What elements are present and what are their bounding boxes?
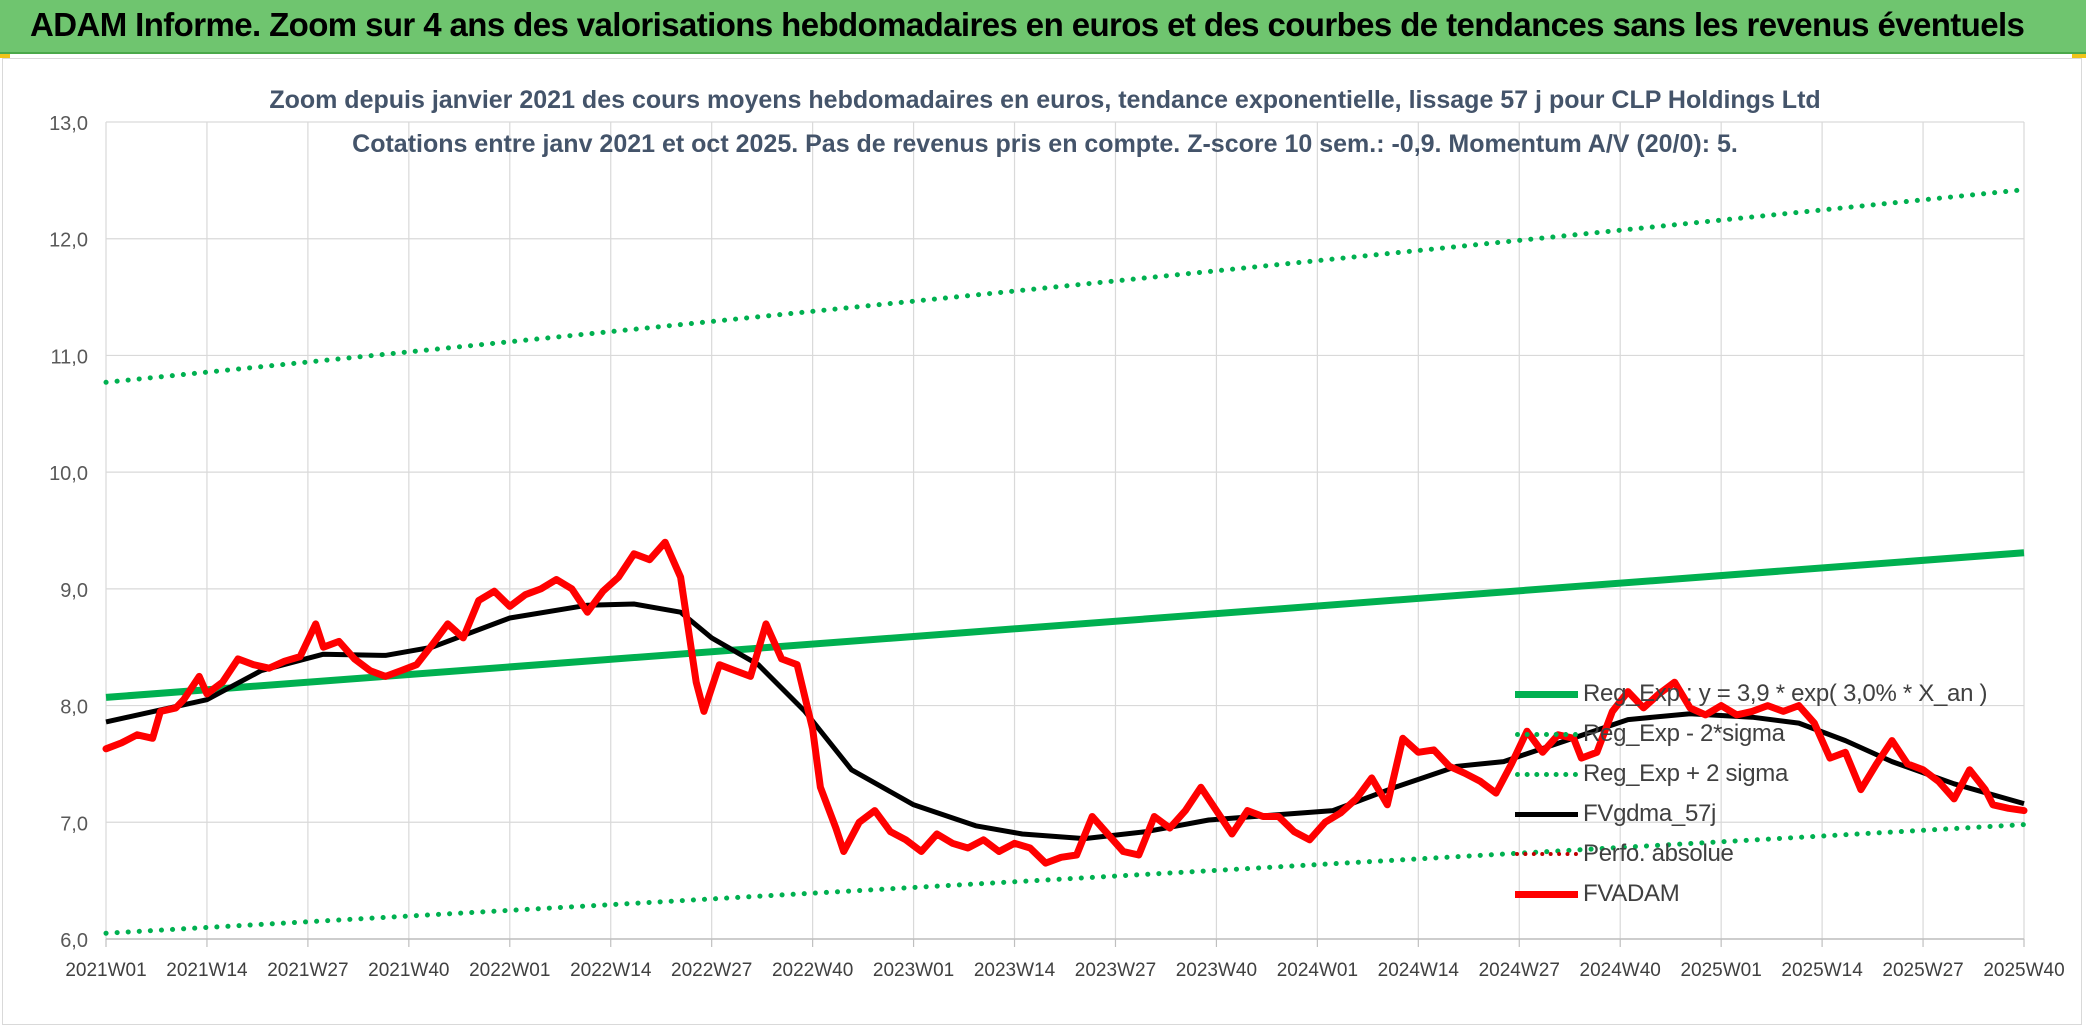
legend-item-perfo: Perfo. absolue (1515, 836, 2035, 876)
legend-item-reg-exp: Reg_Exp : y = 3,9 * exp( 3,0% * X_an ) (1515, 676, 2035, 716)
y-tick-label: 12,0 (49, 230, 88, 252)
y-tick-label: 7,0 (60, 813, 88, 835)
chart-grid (105, 121, 2025, 940)
legend-swatch-reg-exp-plus (1515, 772, 1578, 777)
x-tick-label: 2025W14 (1781, 960, 1863, 981)
y-tick-label: 6,0 (60, 930, 88, 952)
x-tick-label: 2023W27 (1075, 960, 1156, 981)
x-tick-label: 2024W27 (1479, 960, 1560, 981)
x-tick-label: 2024W01 (1277, 960, 1358, 981)
series-line-red (102, 538, 2028, 867)
legend-item-reg-exp-plus: Reg_Exp + 2 sigma (1515, 756, 2035, 796)
x-tick-label: 2021W14 (166, 960, 248, 981)
legend-swatch-reg-exp-minus (1515, 732, 1578, 737)
legend-swatch-fvadam (1515, 891, 1578, 898)
chart-subtitle: Cotations entre janv 2021 et oct 2025. P… (352, 130, 1738, 158)
x-tick-label: 2022W27 (671, 960, 752, 981)
series-line-solid-green (105, 549, 2025, 701)
legend-swatch-perfo (1515, 852, 1578, 856)
x-tick-label: 2023W14 (974, 960, 1056, 981)
x-tick-label: 2023W40 (1176, 960, 1257, 981)
legend-label-reg-exp-plus: Reg_Exp + 2 sigma (1583, 760, 1789, 787)
x-tick-label: 2025W27 (1882, 960, 1963, 981)
series-line-dotted-green (103, 822, 2027, 936)
banner-accent-left (0, 54, 10, 58)
x-tick-label: 2022W40 (772, 960, 853, 981)
legend-label-reg-exp-minus: Reg_Exp - 2*sigma (1583, 720, 1785, 747)
report-banner-title: ADAM Informe. Zoom sur 4 ans des valoris… (30, 6, 2025, 43)
chart-series (102, 187, 2028, 936)
x-tick-label: 2022W01 (469, 960, 550, 981)
series-line-black (105, 601, 2025, 842)
chart-axes: 6,0 7,0 8,0 9,0 10,0 11,0 12,0 13,0 2021W01 2021W… (49, 113, 2065, 981)
x-tick-label: 2025W01 (1680, 960, 1761, 981)
x-tick-label: 2021W01 (65, 960, 146, 981)
chart-frame (2, 58, 2082, 1025)
chart-legend: Reg_Exp : y = 3,9 * exp( 3,0% * X_an ) R… (1515, 676, 2035, 916)
legend-label-fvadam: FVADAM (1583, 880, 1680, 907)
legend-label-reg-exp: Reg_Exp : y = 3,9 * exp( 3,0% * X_an ) (1583, 680, 1988, 707)
y-tick-label: 9,0 (60, 580, 88, 602)
x-tick-label: 2023W01 (873, 960, 954, 981)
x-tick-label: 2022W14 (570, 960, 652, 981)
y-tick-label: 8,0 (60, 697, 88, 719)
x-tick-label: 2025W40 (1983, 960, 2064, 981)
legend-item-reg-exp-minus: Reg_Exp - 2*sigma (1515, 716, 2035, 756)
banner-accent-right (2072, 54, 2086, 58)
chart-title: Zoom depuis janvier 2021 des cours moyen… (269, 86, 1820, 114)
x-tick-label: 2021W27 (267, 960, 348, 981)
y-tick-label: 10,0 (49, 463, 88, 485)
report-banner: ADAM Informe. Zoom sur 4 ans des valoris… (0, 0, 2086, 54)
x-tick-label: 2021W40 (368, 960, 449, 981)
legend-swatch-reg-exp (1515, 691, 1578, 698)
legend-item-fvgdma: FVgdma_57j (1515, 796, 2035, 836)
y-tick-label: 13,0 (49, 113, 88, 135)
x-tick-label: 2024W14 (1378, 960, 1460, 981)
x-tick-label: 2024W40 (1580, 960, 1661, 981)
series-line-dotted-green (103, 187, 2027, 385)
legend-item-fvadam: FVADAM (1515, 876, 2035, 916)
legend-label-fvgdma: FVgdma_57j (1583, 800, 1717, 827)
legend-label-perfo: Perfo. absolue (1583, 840, 1734, 867)
legend-swatch-fvgdma (1515, 812, 1578, 817)
y-tick-label: 11,0 (51, 346, 88, 368)
